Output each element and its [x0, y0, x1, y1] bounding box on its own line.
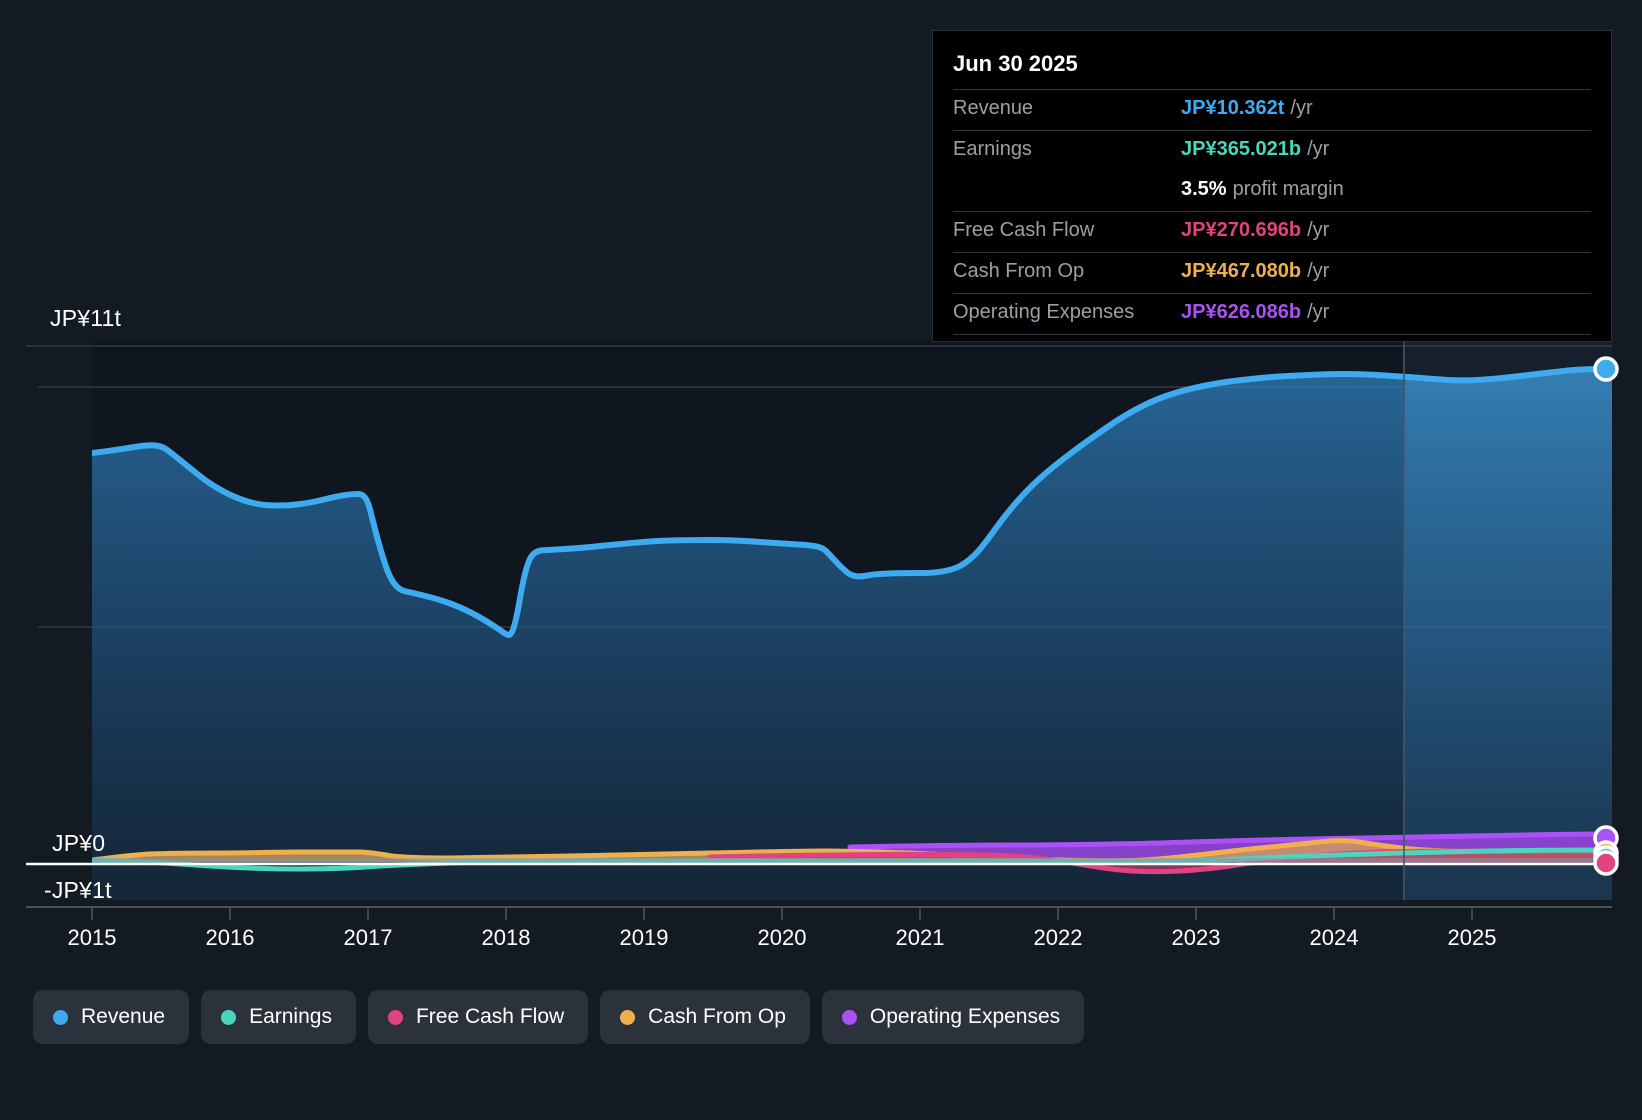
tooltip-unit-earnings: /yr	[1307, 138, 1330, 160]
zero-overlap-band	[92, 858, 1612, 863]
tooltip-value-profit-margin: 3.5%	[1181, 178, 1227, 200]
revenue-area	[92, 374, 1404, 900]
tooltip-unit-profit-margin: profit margin	[1232, 178, 1344, 200]
tooltip-row-profit-margin: 3.5% profit margin	[953, 171, 1591, 211]
revenue-line	[92, 366, 1609, 638]
tooltip-row-revenue: Revenue JP¥10.362t /yr	[953, 89, 1591, 130]
tooltip-key-free-cash-flow: Free Cash Flow	[953, 219, 1095, 241]
chart-legend: Revenue Earnings Free Cash Flow Cash Fro…	[33, 990, 1085, 1044]
tooltip-date: Jun 30 2025	[953, 51, 1078, 76]
legend-item-free-cash-flow[interactable]: Free Cash Flow	[367, 990, 589, 1044]
legend-label-revenue: Revenue	[81, 1005, 166, 1028]
tooltip-key-operating-expenses: Operating Expenses	[953, 301, 1135, 323]
legend-item-operating-expenses[interactable]: Operating Expenses	[821, 990, 1085, 1044]
tooltip-row-free-cash-flow: Free Cash Flow JP¥270.696b /yr	[953, 211, 1591, 252]
tooltip-unit-operating-expenses: /yr	[1307, 301, 1330, 323]
tooltip-row-cash-from-op: Cash From Op JP¥467.080b /yr	[953, 252, 1591, 293]
series-dot-icon-operating-expenses	[841, 1009, 857, 1025]
cash-from-op-series	[92, 838, 1612, 864]
tooltip-value-free-cash-flow: JP¥270.696b	[1181, 219, 1302, 241]
tooltip-value-revenue: JP¥10.362t	[1181, 97, 1285, 119]
tooltip-unit-revenue: /yr	[1290, 97, 1313, 119]
tooltip-value-operating-expenses: JP¥626.086b	[1181, 301, 1302, 323]
tooltip-value-cash-from-op: JP¥467.080b	[1181, 260, 1302, 282]
legend-item-cash-from-op[interactable]: Cash From Op	[600, 990, 810, 1044]
endpoint-markers	[1593, 356, 1619, 876]
legend-item-earnings[interactable]: Earnings	[201, 990, 356, 1044]
legend-label-free-cash-flow: Free Cash Flow	[415, 1005, 565, 1028]
x-axis	[26, 906, 1612, 920]
tooltip-row-operating-expenses: Operating Expenses JP¥626.086b /yr	[953, 293, 1591, 335]
legend-label-earnings: Earnings	[249, 1005, 332, 1028]
legend-label-operating-expenses: Operating Expenses	[869, 1005, 1061, 1028]
series-dot-icon-free-cash-flow	[387, 1009, 403, 1025]
tooltip-key-revenue: Revenue	[953, 97, 1034, 119]
chart-tooltip: Jun 30 2025 Revenue JP¥10.362t /yr Earni…	[932, 30, 1612, 342]
revenue-forecast-area	[1404, 369, 1612, 900]
tooltip-key-cash-from-op: Cash From Op	[953, 260, 1085, 282]
tooltip-unit-free-cash-flow: /yr	[1307, 219, 1330, 241]
legend-label-cash-from-op: Cash From Op	[648, 1005, 786, 1028]
tooltip-key-earnings: Earnings	[953, 138, 1032, 160]
tooltip-row-earnings: Earnings JP¥365.021b /yr	[953, 130, 1591, 171]
tooltip-value-earnings: JP¥365.021b	[1181, 138, 1302, 160]
tooltip-unit-cash-from-op: /yr	[1307, 260, 1330, 282]
series-dot-icon-earnings	[221, 1009, 237, 1025]
series-dot-icon-cash-from-op	[620, 1009, 636, 1025]
series-dot-icon-revenue	[53, 1009, 68, 1025]
legend-item-revenue[interactable]: Revenue	[33, 990, 190, 1044]
